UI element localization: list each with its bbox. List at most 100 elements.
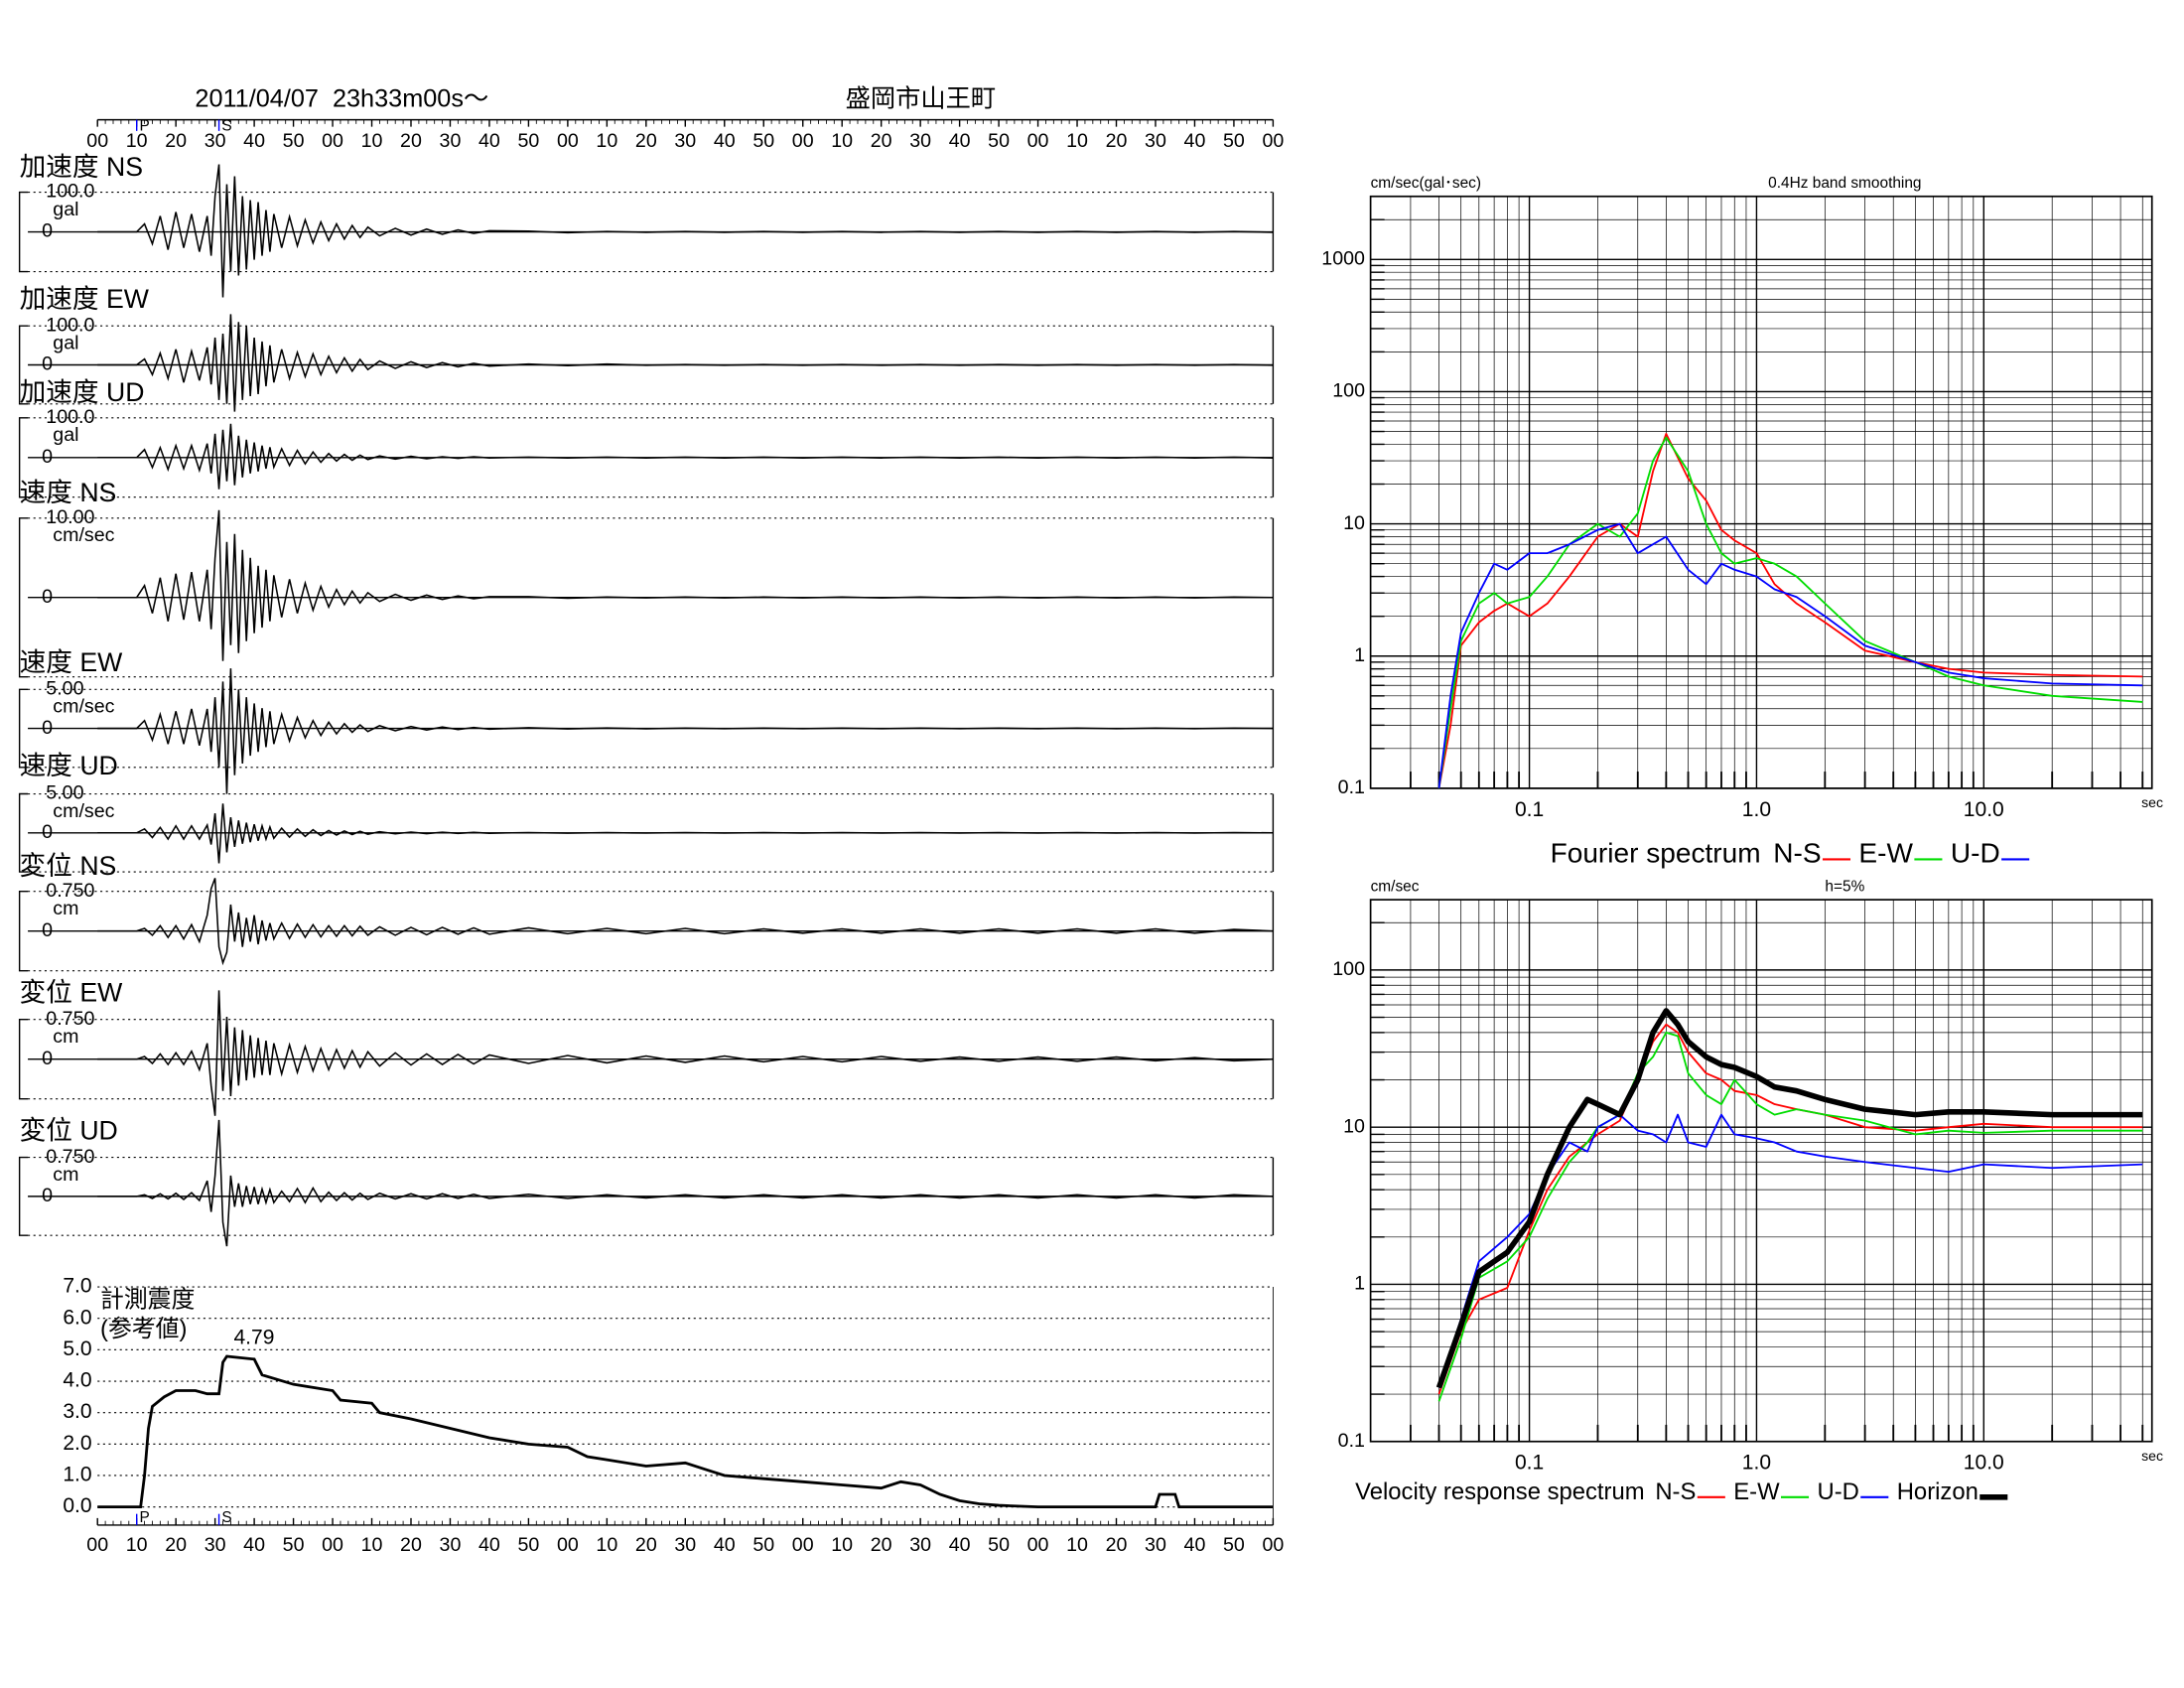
legend-title: Fourier spectrum	[1551, 838, 1761, 869]
time-tick-label: 50	[283, 1534, 305, 1556]
trace-bracket	[18, 688, 29, 769]
time-tick-label: 10	[1066, 1534, 1088, 1556]
peak-label: 4.79	[233, 1326, 274, 1348]
time-tick-label: 10	[126, 1534, 148, 1556]
time-tick-label: 50	[752, 130, 774, 152]
trace-title: 速度 NS	[20, 478, 117, 507]
spectrum-line	[1437, 522, 2143, 788]
time-tick-label: 00	[1027, 1534, 1049, 1556]
y-tick-label: 0.750	[46, 1008, 94, 1030]
x-axis-unit: sec	[2141, 794, 2163, 810]
x-tick-label: 1.0	[1742, 1452, 1771, 1475]
y-tick-label: 0	[42, 919, 53, 941]
y-tick-label: 5.00	[46, 677, 83, 699]
waveform	[97, 668, 1274, 794]
time-tick-label: 40	[949, 130, 971, 152]
time-tick-label: 30	[674, 130, 696, 152]
y-tick-label: 100.0	[46, 314, 94, 336]
legend-label: N-S	[1655, 1478, 1696, 1505]
time-tick-label: 40	[243, 130, 265, 152]
time-tick-label: 40	[949, 1534, 971, 1556]
time-tick-label: 10	[831, 130, 853, 152]
waveform	[97, 990, 1274, 1116]
trace-unit: gal	[53, 424, 78, 446]
time-tick-label: 30	[909, 130, 931, 152]
time-tick-label: 50	[517, 1534, 539, 1556]
y-tick-label: 3.0	[63, 1400, 91, 1423]
y-tick-label: 1	[1354, 644, 1365, 666]
y-tick-label: 10	[1343, 512, 1365, 534]
waveform	[97, 423, 1274, 490]
legend-label: E-W	[1733, 1478, 1780, 1505]
y-axis-unit: cm/sec	[1371, 879, 1420, 896]
trace-bracket	[18, 191, 29, 273]
y-tick-label: 7.0	[63, 1275, 91, 1298]
time-tick-label: 40	[478, 1534, 500, 1556]
spectrum-line	[1437, 1023, 2143, 1395]
x-tick-label: 1.0	[1742, 798, 1771, 821]
phase-label: P	[139, 1509, 149, 1526]
time-tick-label: 50	[517, 130, 539, 152]
x-tick-label: 0.1	[1515, 1452, 1544, 1475]
intensity-line	[97, 1354, 1274, 1509]
trace-title: 加速度 UD	[20, 377, 145, 407]
time-tick-label: 10	[596, 130, 617, 152]
y-tick-label: 0	[42, 446, 53, 468]
trace-title: 速度 UD	[20, 751, 118, 780]
plot-frame	[1369, 195, 2153, 789]
time-tick-label: 00	[86, 130, 108, 152]
y-tick-label: 1000	[1321, 247, 1365, 269]
chart-subtitle: 0.4Hz band smoothing	[1768, 175, 1921, 192]
y-tick-label: 0	[42, 821, 53, 843]
time-tick-label: 00	[86, 1534, 108, 1556]
trace-bracket	[18, 325, 29, 405]
time-tick-label: 30	[205, 130, 226, 152]
y-tick-label: 0	[42, 717, 53, 739]
time-tick-label: 20	[165, 130, 187, 152]
time-tick-label: 00	[1262, 130, 1284, 152]
time-tick-label: 10	[126, 130, 148, 152]
time-tick-label: 40	[1184, 130, 1206, 152]
time-tick-label: 00	[1027, 130, 1049, 152]
time-tick-label: 20	[165, 1534, 187, 1556]
chart-subtitle: h=5%	[1825, 879, 1864, 896]
time-tick-label: 20	[871, 1534, 892, 1556]
spectrum-line	[1437, 432, 2143, 788]
y-tick-label: 100.0	[46, 406, 94, 428]
trace-bracket	[18, 890, 29, 972]
station-name: 盛岡市山王町	[846, 85, 997, 113]
y-tick-label: 5.0	[63, 1337, 91, 1360]
trace-bracket	[18, 792, 29, 873]
waveform	[97, 1119, 1274, 1247]
trace-unit: cm/sec	[53, 696, 114, 718]
trace-title: 変位 EW	[20, 978, 123, 1008]
y-tick-label: 5.00	[46, 782, 83, 804]
trace-title: 変位 UD	[20, 1115, 118, 1145]
y-tick-label: 100	[1332, 380, 1365, 402]
record-datetime: 2011/04/07 23h33m00s～	[195, 85, 488, 113]
time-tick-label: 20	[635, 1534, 657, 1556]
waveform	[97, 803, 1274, 864]
legend-label: E-W	[1858, 838, 1913, 869]
time-tick-label: 00	[322, 130, 343, 152]
y-tick-label: 0.1	[1338, 1430, 1365, 1452]
x-tick-label: 10.0	[1964, 1452, 2004, 1475]
time-tick-label: 30	[440, 1534, 462, 1556]
trace-bracket	[18, 1156, 29, 1236]
time-tick-label: 00	[792, 1534, 814, 1556]
time-tick-label: 40	[478, 130, 500, 152]
phase-label: S	[221, 1509, 231, 1526]
legend-label: Horizon	[1897, 1478, 1979, 1505]
trace-unit: cm	[53, 1026, 78, 1048]
y-tick-label: 10	[1343, 1115, 1365, 1137]
spectrum-line	[1437, 436, 2143, 788]
time-tick-label: 50	[988, 1534, 1010, 1556]
x-tick-label: 0.1	[1515, 798, 1544, 821]
time-tick-label: 20	[1106, 130, 1128, 152]
phase-label: S	[221, 118, 231, 135]
time-tick-label: 50	[988, 130, 1010, 152]
trace-title: 速度 EW	[20, 647, 123, 677]
y-tick-label: 10.00	[46, 506, 94, 528]
y-tick-label: 0.1	[1338, 776, 1365, 798]
